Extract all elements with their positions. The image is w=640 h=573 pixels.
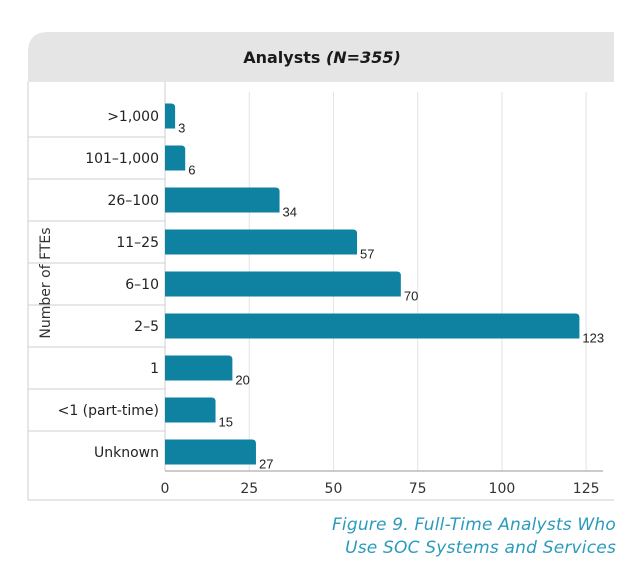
y-axis-label: Number of FTEs [38, 227, 54, 338]
bar [165, 103, 176, 129]
value-label: 27 [259, 457, 273, 472]
category-label: <1 (part-time) [58, 403, 159, 419]
x-tick-label: 25 [240, 481, 258, 497]
value-label: 57 [360, 247, 374, 262]
bar [165, 271, 401, 297]
bar [165, 187, 280, 213]
category-label: 11–25 [116, 235, 159, 251]
category-labels: >1,000 101–1,000 26–100 11–25 6–10 2–5 1 <1 (pa… [58, 109, 159, 461]
category-label: Unknown [94, 445, 159, 461]
figure-caption: Figure 9. Full-Time Analysts Who Use SOC… [216, 514, 616, 560]
x-tick-label: 0 [161, 481, 170, 497]
value-label: 34 [283, 205, 297, 220]
bar [165, 439, 256, 465]
x-tick-label: 50 [325, 481, 343, 497]
x-tick-label: 125 [573, 481, 600, 497]
bar [165, 355, 233, 381]
value-labels: 3 6 34 57 70 123 20 15 27 [178, 121, 604, 472]
bars [165, 103, 580, 465]
category-label: 6–10 [125, 277, 159, 293]
bar [165, 229, 358, 255]
caption-line-1: Figure 9. Full-Time Analysts Who [331, 515, 616, 535]
value-label: 123 [582, 331, 604, 346]
value-label: 3 [178, 121, 185, 136]
value-label: 20 [235, 373, 249, 388]
x-tick-label: 75 [409, 481, 427, 497]
bar [165, 397, 216, 423]
value-label: 15 [219, 415, 233, 430]
chart-title-note: (N=355) [326, 48, 401, 67]
category-label: 1 [150, 361, 159, 377]
x-tick-labels: 0 25 50 75 100 125 [161, 481, 600, 497]
x-tick-label: 100 [489, 481, 516, 497]
chart-title: Analysts (N=355) [243, 48, 401, 67]
bar [165, 145, 186, 171]
bar [165, 313, 580, 339]
chart-title-main: Analysts [243, 48, 320, 67]
category-label: 2–5 [134, 319, 159, 335]
category-label: 101–1,000 [85, 151, 159, 167]
category-label: 26–100 [107, 193, 159, 209]
chart-header-background [28, 32, 614, 82]
value-label: 6 [188, 163, 195, 178]
caption-line-2: Use SOC Systems and Services [345, 538, 616, 558]
value-label: 70 [404, 289, 418, 304]
row-separators [28, 136, 165, 432]
category-label: >1,000 [107, 109, 159, 125]
